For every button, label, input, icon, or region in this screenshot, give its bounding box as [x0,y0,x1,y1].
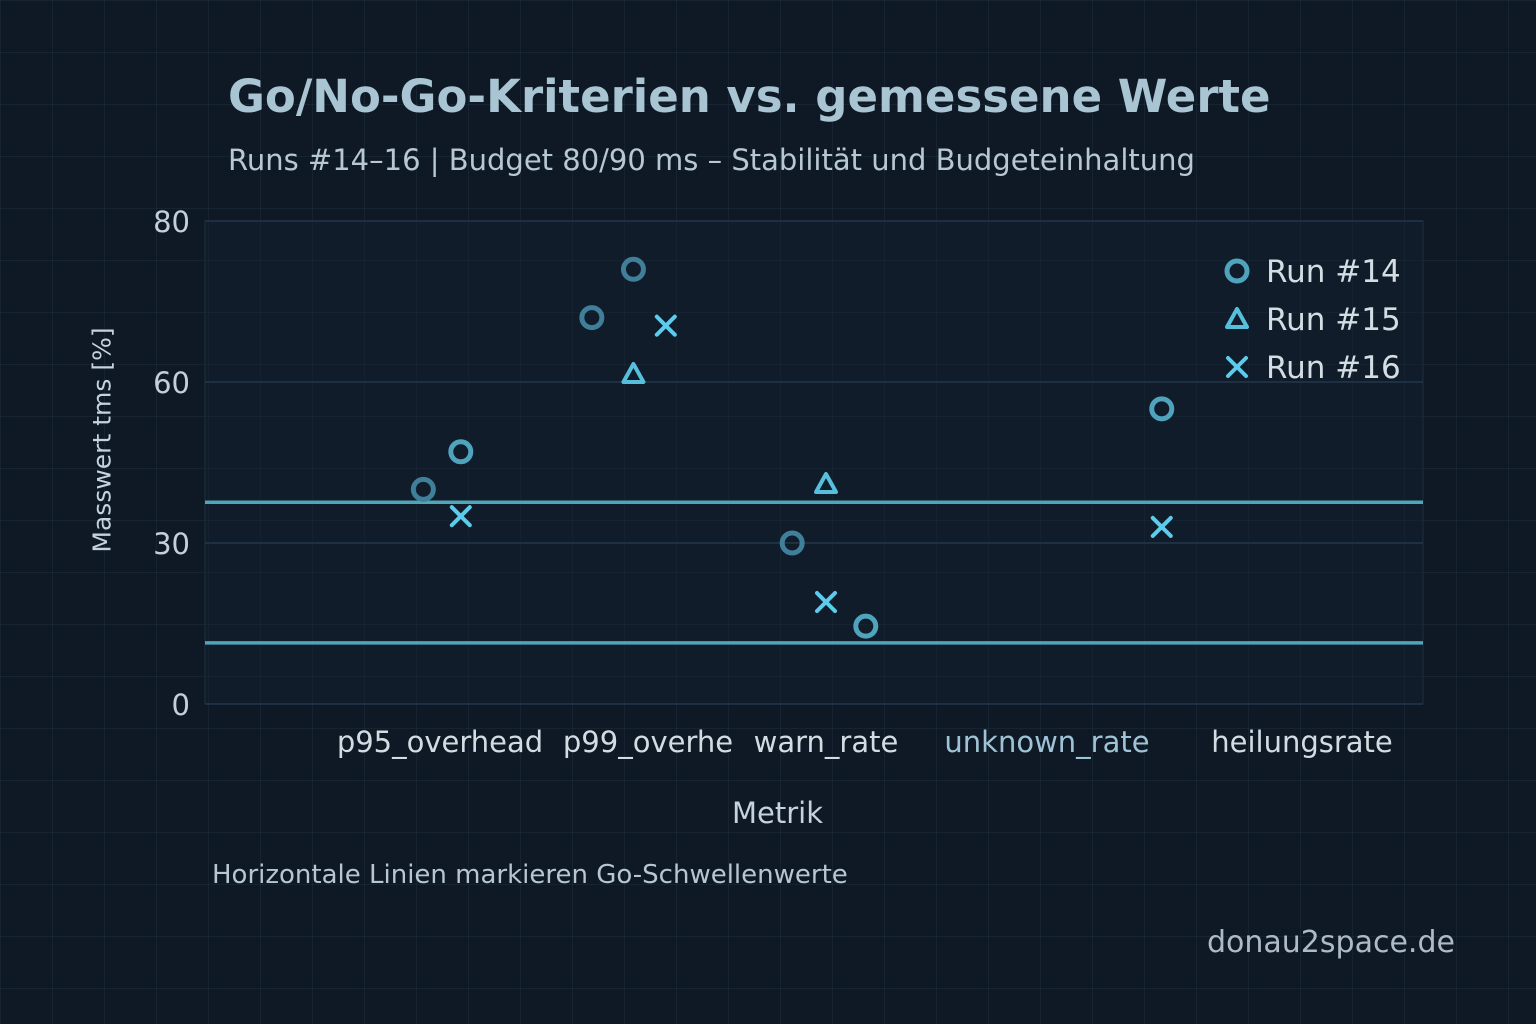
x-stroke [1226,356,1248,378]
data-point-circle [579,305,605,331]
data-point-circle [620,256,646,282]
x-tick-label: warn_rate [754,725,899,759]
y-tick-label: 0 [172,688,190,722]
chart-subtitle: Runs #14–16 | Budget 80/90 ms – Stabilit… [228,143,1195,177]
x-stroke [654,314,677,337]
data-point-x [1150,515,1173,538]
x-tick-label: unknown_rate [944,725,1149,759]
x-tick-label: p99_overhe [563,725,733,759]
data-point-triangle [814,471,838,494]
data-point-circle [1149,396,1175,422]
data-point-triangle [621,361,646,384]
x-tick-label: p95_overhead [337,725,543,759]
x-stroke [1150,515,1173,538]
legend-label: Run #14 [1266,254,1401,290]
y-tick-label: 80 [153,205,190,239]
legend-label: Run #16 [1266,350,1401,386]
chart-note: Horizontale Linien markieren Go-Schwelle… [212,860,848,890]
data-point-x [654,314,677,337]
x-axis-label: Metrik [732,796,824,830]
legend-label: Run #15 [1266,302,1401,338]
legend-circle-icon [1224,258,1250,284]
x-tick-label: heilungsrate [1211,725,1393,759]
data-point-x [815,591,837,614]
y-tick-label: 30 [153,527,190,561]
x-stroke [449,505,472,528]
brand-watermark: donau2space.de [1207,925,1455,960]
data-point-x [449,505,472,528]
x-stroke [815,591,837,614]
plot-area [204,220,1424,705]
legend-triangle-icon [1225,307,1249,329]
y-tick-label: 60 [153,366,190,400]
data-point-circle [779,530,805,556]
chart-title: Go/No-Go-Kriterien vs. gemessene Werte [228,70,1271,123]
data-point-circle [410,476,436,502]
data-point-circle [853,613,879,639]
legend-x-icon [1226,356,1248,378]
data-point-circle [448,439,474,465]
